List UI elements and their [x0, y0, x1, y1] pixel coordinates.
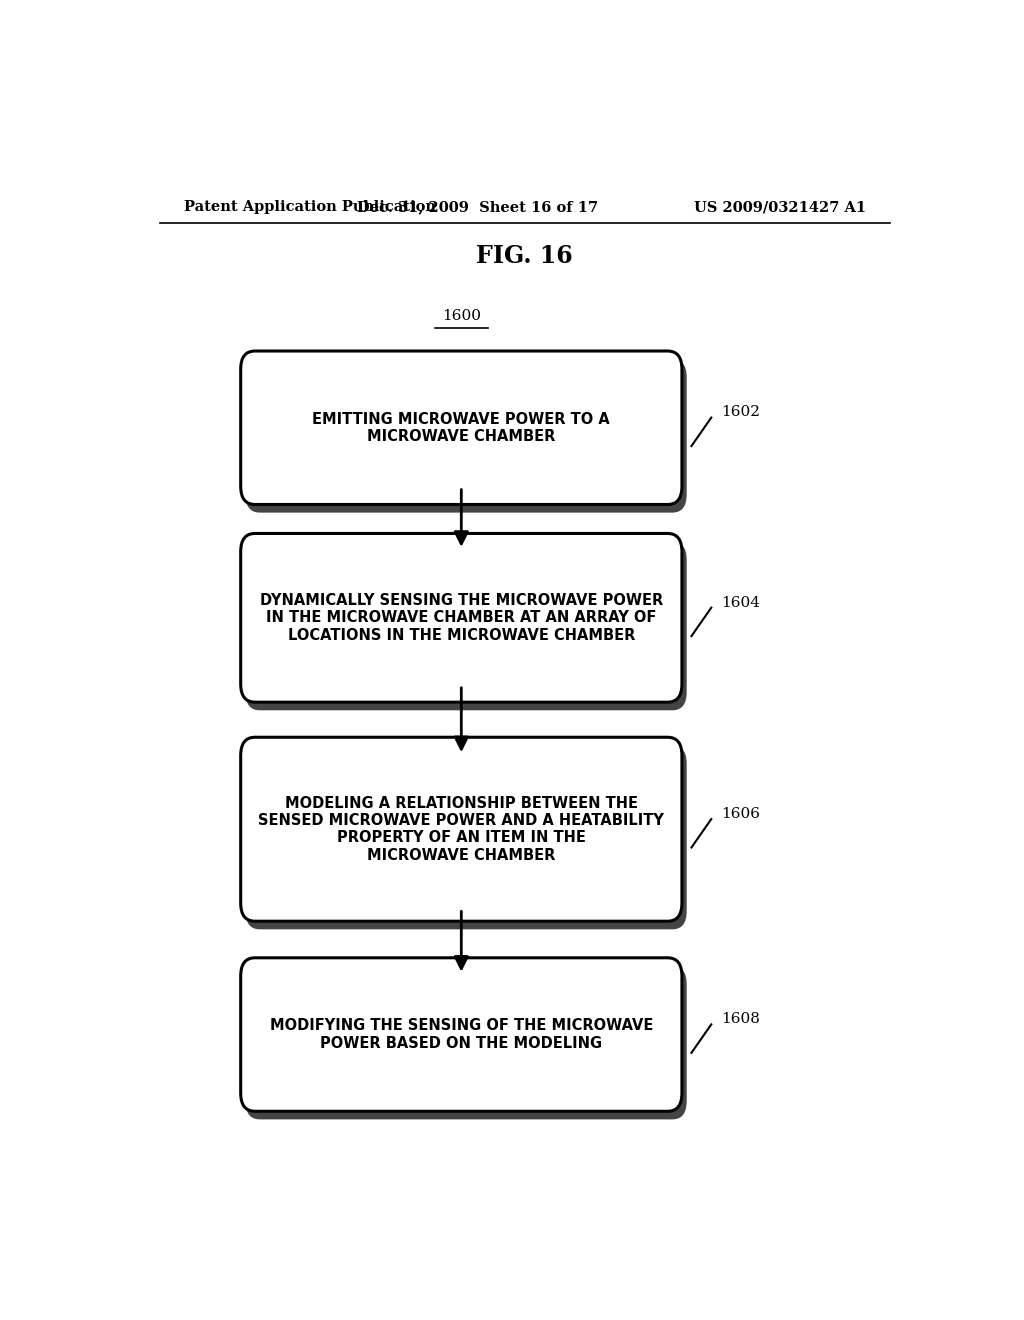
Text: 1606: 1606	[721, 807, 760, 821]
FancyBboxPatch shape	[246, 746, 687, 929]
Text: EMITTING MICROWAVE POWER TO A
MICROWAVE CHAMBER: EMITTING MICROWAVE POWER TO A MICROWAVE …	[312, 412, 610, 444]
Text: 1600: 1600	[441, 309, 481, 323]
FancyBboxPatch shape	[246, 966, 687, 1119]
Text: Dec. 31, 2009  Sheet 16 of 17: Dec. 31, 2009 Sheet 16 of 17	[356, 201, 598, 214]
FancyBboxPatch shape	[241, 958, 682, 1111]
Text: MODIFYING THE SENSING OF THE MICROWAVE
POWER BASED ON THE MODELING: MODIFYING THE SENSING OF THE MICROWAVE P…	[269, 1018, 653, 1051]
Text: 1602: 1602	[721, 405, 760, 420]
FancyBboxPatch shape	[246, 359, 687, 512]
Text: FIG. 16: FIG. 16	[476, 244, 573, 268]
Text: US 2009/0321427 A1: US 2009/0321427 A1	[694, 201, 866, 214]
FancyBboxPatch shape	[246, 541, 687, 710]
Text: DYNAMICALLY SENSING THE MICROWAVE POWER
IN THE MICROWAVE CHAMBER AT AN ARRAY OF
: DYNAMICALLY SENSING THE MICROWAVE POWER …	[260, 593, 663, 643]
FancyBboxPatch shape	[241, 738, 682, 921]
FancyBboxPatch shape	[241, 351, 682, 504]
FancyBboxPatch shape	[241, 533, 682, 702]
Text: 1604: 1604	[721, 595, 760, 610]
Text: 1608: 1608	[721, 1012, 760, 1026]
Text: MODELING A RELATIONSHIP BETWEEN THE
SENSED MICROWAVE POWER AND A HEATABILITY
PRO: MODELING A RELATIONSHIP BETWEEN THE SENS…	[258, 796, 665, 863]
Text: Patent Application Publication: Patent Application Publication	[183, 201, 435, 214]
